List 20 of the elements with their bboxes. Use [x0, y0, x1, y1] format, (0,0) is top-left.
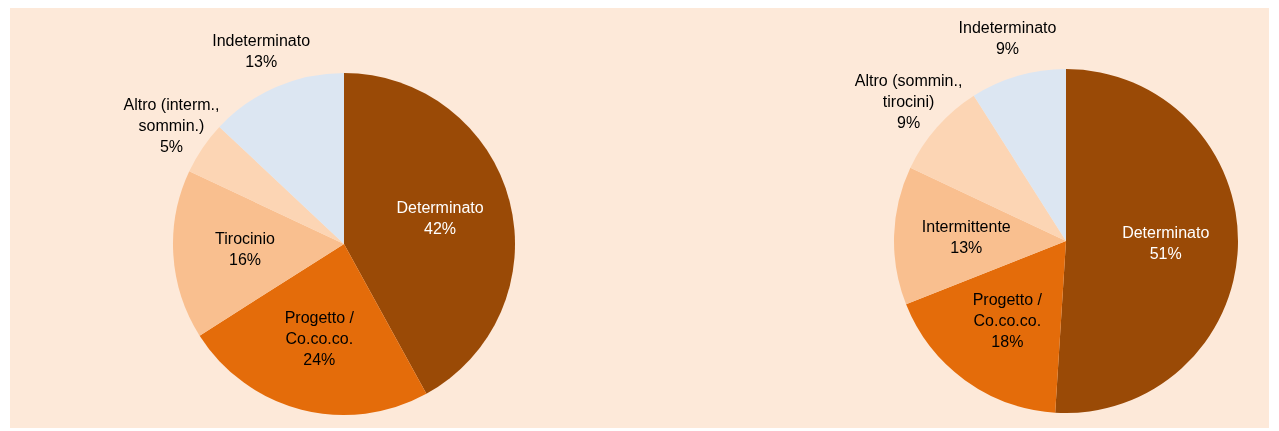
data-label: 42% — [424, 220, 457, 238]
data-label: 13% — [245, 53, 278, 71]
data-label: 18% — [991, 333, 1024, 351]
slice-label: Altro (interm., sommin.) — [123, 96, 220, 135]
slice-label: Determinato — [396, 199, 484, 217]
data-label: 5% — [159, 138, 184, 156]
data-label: 16% — [229, 251, 262, 269]
data-label: 51% — [1149, 245, 1182, 263]
slice-label: Progetto / Co.co.co. — [284, 309, 355, 348]
slice-label: Intermittente — [921, 217, 1011, 235]
slice-label: Tirocinio — [215, 230, 276, 248]
data-label: 9% — [995, 40, 1020, 58]
slice-label: Determinato — [1122, 224, 1210, 242]
slice-label: Indeterminato — [212, 32, 311, 50]
data-label: 24% — [303, 351, 336, 369]
slice-label: Altro (sommin., tirocini) — [854, 71, 963, 110]
slice-label: Indeterminato — [958, 19, 1057, 37]
data-label: 13% — [950, 238, 983, 256]
data-label: 9% — [897, 113, 921, 131]
slice-label: Progetto / Co.co.co. — [972, 291, 1043, 330]
